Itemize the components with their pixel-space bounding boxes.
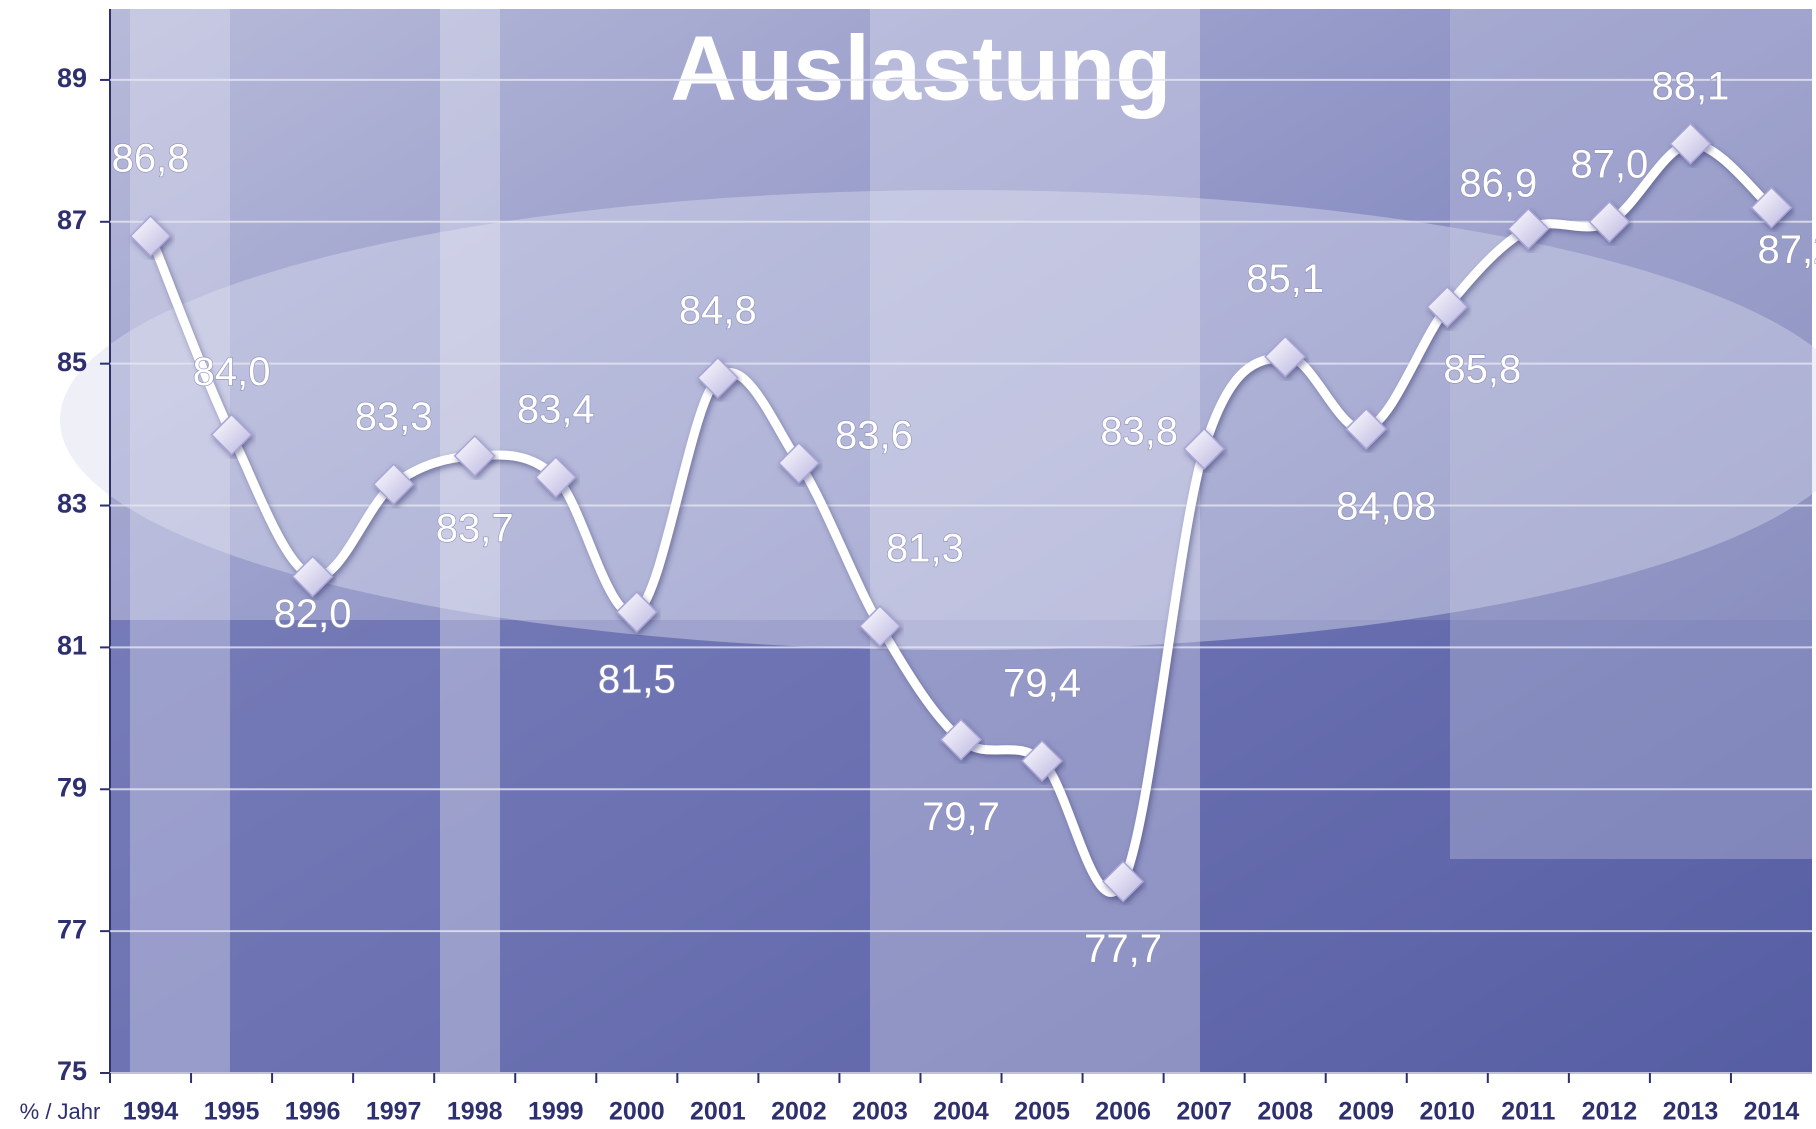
- value-label: 83,7: [436, 506, 514, 550]
- marker: [615, 590, 658, 633]
- value-label: 84,8: [679, 288, 757, 332]
- marker: [1345, 407, 1388, 450]
- x-tick-label: 2001: [690, 1098, 746, 1126]
- marker: [453, 434, 496, 477]
- marker: [372, 463, 415, 506]
- y-tick-label: 79: [57, 772, 87, 802]
- value-label: 83,6: [835, 414, 913, 458]
- x-tick-label: 1998: [447, 1098, 503, 1126]
- marker: [939, 718, 983, 761]
- x-axis-label: % / Jahr: [20, 1099, 101, 1124]
- chart-title: Auslastung: [671, 17, 1172, 119]
- marker: [1183, 427, 1226, 470]
- marker: [1588, 200, 1631, 243]
- y-tick-label: 81: [57, 631, 87, 661]
- value-label: 83,3: [355, 395, 433, 439]
- value-label: 85,1: [1246, 257, 1324, 301]
- x-tick-label: 1997: [366, 1098, 422, 1126]
- value-label: 81,3: [886, 527, 964, 571]
- value-label: 84,08: [1336, 484, 1436, 528]
- y-tick-label: 75: [57, 1056, 87, 1086]
- value-label: 81,5: [598, 657, 676, 701]
- y-tick-label: 87: [57, 205, 87, 235]
- x-tick-label: 2014: [1744, 1098, 1800, 1126]
- marker: [696, 356, 739, 399]
- marker: [1669, 122, 1712, 165]
- value-label: 86,8: [112, 137, 190, 181]
- x-tick-label: 2006: [1095, 1098, 1151, 1126]
- y-tick-label: 83: [57, 489, 87, 519]
- x-tick-label: 2004: [933, 1098, 989, 1126]
- x-tick-label: 2011: [1501, 1098, 1555, 1126]
- x-tick-label: 1999: [528, 1098, 584, 1126]
- x-tick-label: 2003: [852, 1098, 908, 1126]
- marker: [291, 555, 334, 598]
- marker: [858, 605, 902, 648]
- value-label: 83,4: [517, 388, 595, 432]
- marker: [1264, 335, 1307, 378]
- y-tick-label: 85: [57, 347, 87, 377]
- value-label: 83,8: [1100, 409, 1178, 453]
- x-tick-label: 2005: [1014, 1098, 1070, 1126]
- x-tick-label: 2009: [1338, 1098, 1394, 1126]
- x-tick-label: 1994: [123, 1098, 179, 1126]
- value-label: 87,2: [1758, 228, 1816, 272]
- marker: [1020, 739, 1064, 782]
- x-tick-label: 1995: [204, 1098, 260, 1126]
- marker: [210, 413, 253, 456]
- marker: [777, 441, 820, 485]
- x-tick-label: 2010: [1419, 1098, 1475, 1126]
- x-tick-label: 2002: [771, 1098, 827, 1126]
- value-label: 79,4: [1003, 661, 1081, 705]
- y-tick-label: 77: [57, 914, 87, 944]
- x-tick-label: 2008: [1257, 1098, 1313, 1126]
- marker: [1750, 186, 1793, 229]
- marker: [534, 456, 577, 499]
- x-tick-label: 2012: [1582, 1098, 1638, 1126]
- value-label: 86,9: [1459, 161, 1537, 205]
- marker: [129, 214, 172, 258]
- marker: [1507, 207, 1550, 250]
- value-label: 79,7: [922, 795, 1000, 839]
- marker: [1426, 285, 1469, 328]
- x-tick-label: 2000: [609, 1098, 665, 1126]
- value-label: 84,0: [193, 350, 271, 394]
- x-tick-label: 2013: [1663, 1098, 1719, 1126]
- value-label: 77,7: [1084, 927, 1162, 971]
- marker: [1102, 860, 1145, 903]
- y-tick-label: 89: [57, 63, 87, 93]
- value-label: 87,0: [1570, 142, 1648, 186]
- background: [60, 9, 1816, 1073]
- value-label: 82,0: [274, 592, 352, 636]
- value-label: 85,8: [1443, 347, 1521, 391]
- x-tick-label: 2007: [1176, 1098, 1232, 1126]
- value-label: 88,1: [1651, 64, 1729, 108]
- x-tick-label: 1996: [285, 1098, 341, 1126]
